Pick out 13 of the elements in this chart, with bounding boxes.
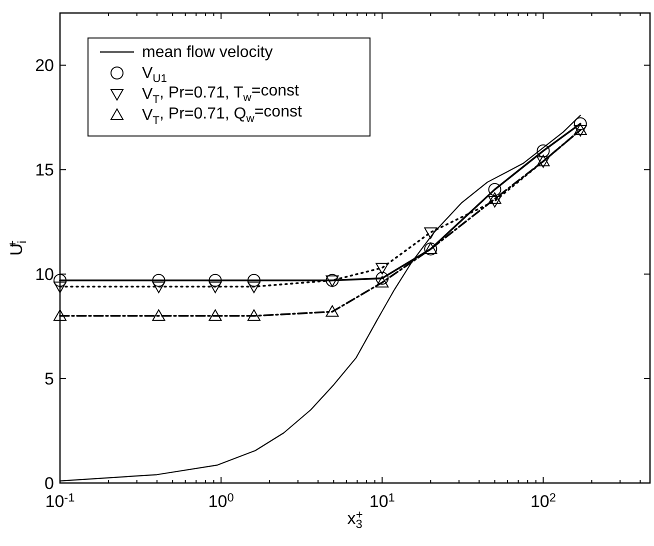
y-tick-label: 15	[35, 160, 54, 180]
y-tick-label: 0	[44, 474, 54, 493]
y-tick-label: 10	[35, 265, 54, 284]
legend-label: V$_{U1}$	[142, 65, 167, 85]
y-tick-label: 5	[44, 370, 54, 389]
legend-label: V$_{T}$, Pr=0.71, T$_{w}$=const	[142, 82, 300, 106]
x-tick-label: 10$^{0}$	[208, 490, 234, 511]
x-tick-label: 10$^{2}$	[530, 490, 556, 511]
x-tick-label: 10$^{1}$	[369, 490, 396, 511]
legend-label: V$_{T}$, Pr=0.71, Q$_{w}$=const	[142, 104, 302, 127]
x-tick-label: 10$^{-1}$	[45, 490, 76, 511]
legend-label: mean flow velocity	[142, 44, 273, 61]
y-tick-label: 20	[35, 56, 54, 76]
